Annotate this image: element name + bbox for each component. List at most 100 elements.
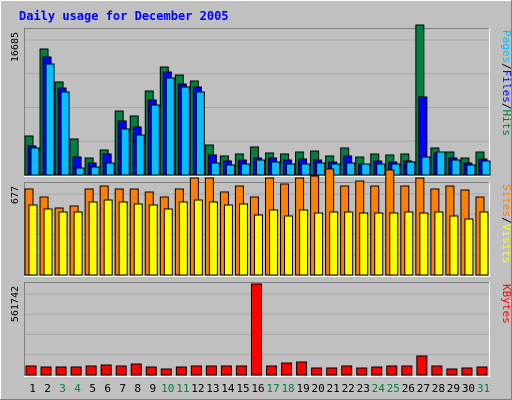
bar-sites-day-28: [434, 211, 444, 276]
bar-sites-day-22: [344, 211, 354, 276]
bar-sites-day-24: [374, 212, 384, 276]
x-tick-label-day-18: 18: [281, 382, 294, 395]
bar-kbytes-day-8: [130, 363, 142, 376]
bar-kbytes-day-17: [266, 365, 278, 376]
bar-pages-day-7: [120, 128, 130, 176]
panel-kbytes: 561742 KBytes: [10, 282, 512, 377]
x-tick-label-day-24: 24: [372, 382, 386, 395]
side-legend-kbytes: KBytes: [500, 284, 512, 324]
bar-kbytes-day-6: [100, 364, 112, 376]
bar-pages-day-10: [165, 77, 175, 176]
bar-pages-day-29: [451, 159, 461, 176]
x-tick-label-day-13: 13: [206, 382, 219, 395]
bar-sites-day-18: [284, 215, 294, 276]
bar-kbytes-day-3: [55, 366, 67, 376]
bar-kbytes-day-9: [145, 366, 157, 376]
x-tick-label-day-9: 9: [149, 382, 156, 395]
side-legend-separator: /: [500, 217, 512, 224]
x-tick-label-day-8: 8: [134, 382, 141, 395]
bar-sites-day-2: [43, 208, 53, 276]
x-tick-label-day-16: 16: [251, 382, 264, 395]
bar-pages-day-11: [180, 86, 190, 176]
bar-pages-day-3: [60, 91, 70, 176]
bar-pages-day-15: [240, 163, 250, 176]
bar-kbytes-day-27: [416, 355, 428, 376]
x-tick-label-day-20: 20: [312, 382, 325, 395]
bar-sites-day-13: [208, 201, 218, 276]
x-tick-label-day-26: 26: [402, 382, 415, 395]
bar-pages-day-4: [75, 167, 85, 176]
bar-kbytes-day-31: [476, 366, 488, 376]
bar-sites-day-1: [28, 204, 38, 276]
bar-kbytes-day-24: [371, 366, 383, 376]
bar-kbytes-day-23: [356, 367, 368, 376]
side-legend-separator: /: [500, 63, 512, 70]
x-tick-label-day-25: 25: [387, 382, 400, 395]
bar-pages-day-13: [210, 162, 220, 176]
x-tick-label-day-5: 5: [89, 382, 96, 395]
bar-sites-day-4: [73, 211, 83, 276]
bar-kbytes-day-10: [160, 368, 172, 376]
side-legend-sites: Sites: [500, 184, 512, 217]
bar-sites-day-25: [389, 212, 399, 276]
bar-sites-day-7: [118, 201, 128, 276]
bar-sites-day-29: [449, 215, 459, 276]
panel-pages-files-hits: 16685 Pages/Files/Hits: [10, 24, 512, 177]
bar-kbytes-day-14: [220, 365, 232, 376]
bar-sites-day-11: [178, 201, 188, 276]
x-tick-label-day-1: 1: [29, 382, 36, 395]
side-legend-files: Files: [500, 70, 512, 103]
bar-sites-day-12: [193, 199, 203, 276]
bar-sites-day-10: [163, 208, 173, 276]
bar-sites-day-27: [419, 212, 429, 276]
bar-kbytes-day-4: [70, 366, 82, 376]
bar-sites-day-20: [314, 212, 324, 276]
bar-sites-day-30: [464, 218, 474, 276]
x-tick-label-day-28: 28: [432, 382, 445, 395]
side-legend-pages: Pages: [500, 30, 512, 63]
x-tick-label-day-29: 29: [447, 382, 460, 395]
x-tick-label-day-19: 19: [296, 382, 309, 395]
bar-kbytes-day-28: [431, 365, 443, 376]
bar-kbytes-day-19: [296, 361, 308, 376]
bar-kbytes-day-5: [85, 365, 97, 376]
bar-kbytes-day-21: [326, 367, 338, 376]
bar-kbytes-day-22: [341, 365, 353, 376]
panel-sites-visits: 677 Sites/Visits: [10, 168, 512, 277]
y-axis-max-label: 677: [10, 186, 21, 204]
side-legend: Pages/Files/Hits: [500, 30, 512, 136]
bar-pages-day-1: [30, 147, 40, 176]
x-tick-label-day-30: 30: [462, 382, 475, 395]
bar-pages-day-5: [90, 166, 100, 176]
x-tick-label-day-11: 11: [176, 382, 189, 395]
x-tick-label-day-2: 2: [44, 382, 51, 395]
bar-kbytes-day-26: [401, 365, 413, 376]
x-tick-label-day-6: 6: [104, 382, 111, 395]
bar-pages-day-12: [195, 91, 205, 176]
bar-sites-day-5: [88, 201, 98, 276]
bar-pages-day-20: [316, 162, 326, 176]
bar-sites-day-21: [329, 211, 339, 276]
bar-sites-day-23: [359, 212, 369, 276]
bar-sites-day-15: [238, 203, 248, 276]
bar-kbytes-day-13: [205, 365, 217, 376]
bar-pages-day-8: [135, 134, 145, 176]
bar-pages-day-6: [105, 162, 115, 176]
x-tick-label-day-15: 15: [236, 382, 249, 395]
bar-pages-day-28: [436, 151, 446, 176]
bar-pages-day-18: [286, 163, 296, 176]
bar-kbytes-day-15: [235, 365, 247, 376]
bar-kbytes-day-2: [40, 366, 52, 376]
bar-sites-day-14: [223, 204, 233, 276]
bar-pages-day-14: [225, 164, 235, 176]
bar-kbytes-day-11: [175, 366, 187, 376]
side-legend-separator: /: [500, 103, 512, 110]
bar-pages-day-30: [466, 164, 476, 176]
x-tick-label-day-7: 7: [119, 382, 126, 395]
x-tick-label-day-21: 21: [327, 382, 340, 395]
bar-pages-day-31: [481, 160, 491, 176]
bar-pages-day-9: [150, 104, 160, 176]
x-tick-label-day-27: 27: [417, 382, 430, 395]
bar-sites-day-8: [133, 203, 143, 276]
bar-sites-day-16: [253, 214, 263, 276]
